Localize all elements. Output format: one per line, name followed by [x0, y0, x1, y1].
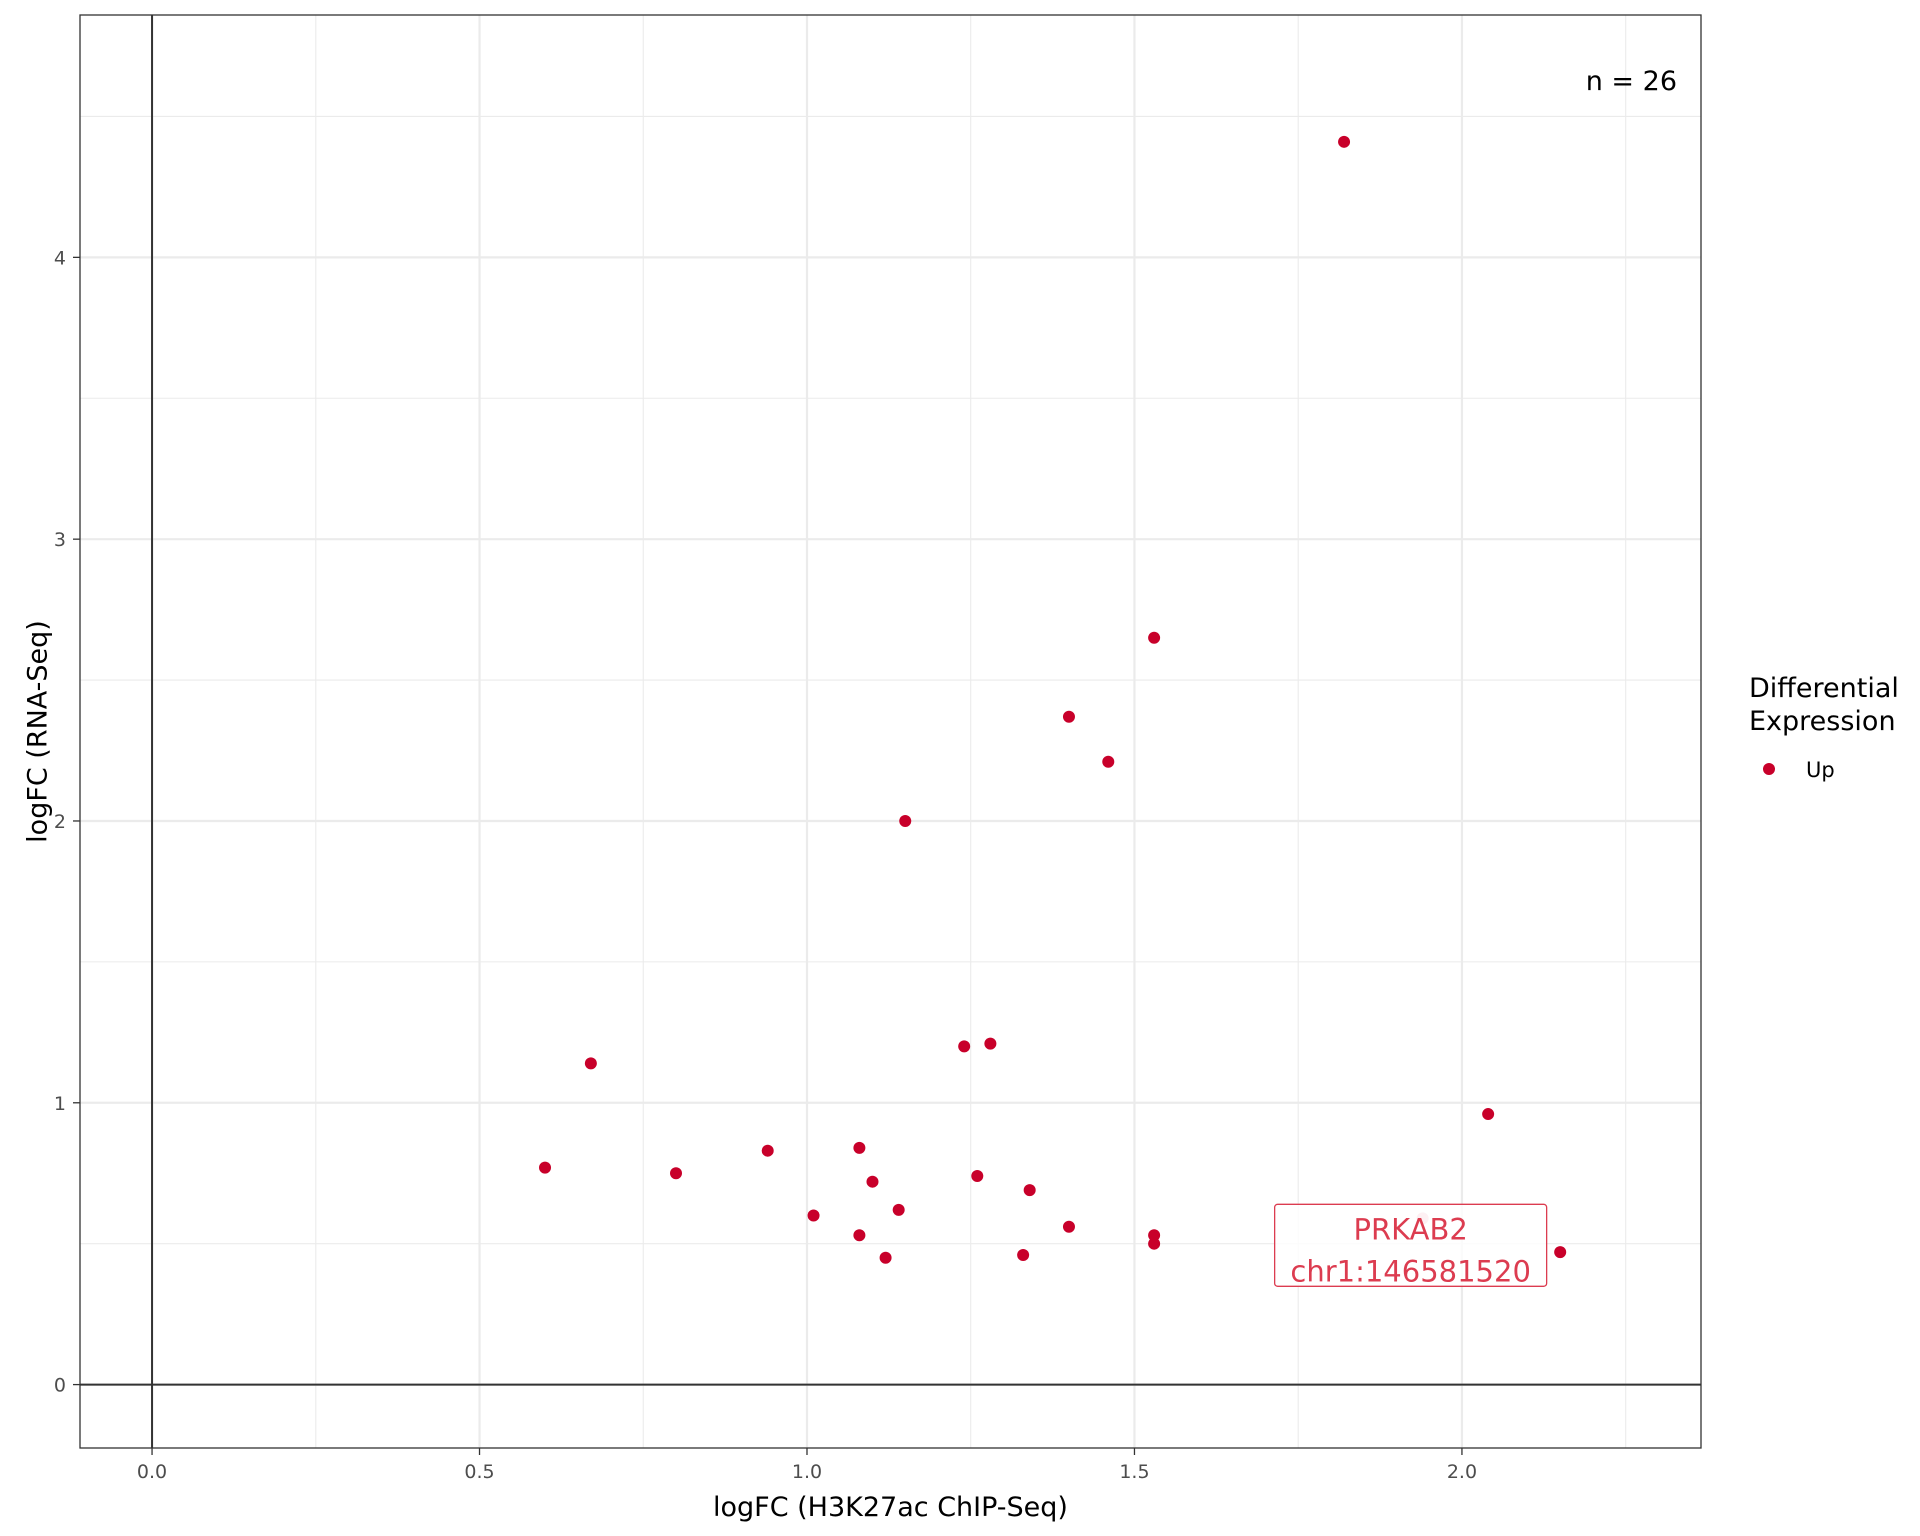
legend-title-line-1: Differential — [1749, 673, 1899, 704]
data-point — [1148, 631, 1161, 644]
sample-count-annotation: n = 26 — [1586, 66, 1677, 97]
x-axis-title: logFC (H3K27ac ChIP-Seq) — [713, 1492, 1068, 1523]
data-point — [971, 1170, 984, 1183]
y-axis: 0 1 2 3 4 — [54, 247, 80, 1397]
y-tick-label: 2 — [54, 811, 66, 833]
data-point — [1148, 1237, 1161, 1250]
data-point — [1062, 710, 1075, 723]
legend-title-line-2: Expression — [1749, 706, 1896, 737]
legend: Differential Expression Up — [1749, 673, 1899, 782]
data-point — [1062, 1220, 1075, 1233]
data-point — [866, 1175, 879, 1188]
data-point — [984, 1037, 997, 1050]
callout-gene-label: PRKAB2 — [1353, 1212, 1467, 1246]
data-point — [539, 1161, 552, 1174]
data-point — [892, 1203, 905, 1216]
data-points — [539, 135, 1567, 1264]
data-point — [1017, 1248, 1030, 1261]
x-tick-label: 2.0 — [1447, 1461, 1477, 1483]
reference-lines — [80, 15, 1701, 1448]
data-point — [853, 1229, 866, 1242]
data-point — [584, 1057, 597, 1070]
data-point — [879, 1251, 892, 1264]
data-point — [899, 814, 912, 827]
data-point — [853, 1141, 866, 1154]
panel-border — [79, 14, 1702, 1449]
y-tick-label: 0 — [54, 1375, 66, 1397]
y-tick-label: 1 — [54, 1093, 66, 1115]
data-point — [1102, 755, 1115, 768]
callout-box — [1273, 1203, 1548, 1287]
legend-key-up — [1763, 763, 1775, 775]
data-point — [761, 1144, 774, 1157]
x-tick-label: 0.0 — [137, 1461, 167, 1483]
data-point — [1554, 1246, 1567, 1259]
x-tick-label: 1.0 — [792, 1461, 822, 1483]
y-tick-label: 3 — [54, 529, 66, 551]
plot-panel: PRKAB2 chr1:146581520 n = 26 — [79, 14, 1702, 1449]
y-axis-title: logFC (RNA-Seq) — [22, 620, 53, 843]
data-point — [1338, 135, 1351, 148]
minor-gridlines — [80, 15, 1701, 1448]
y-tick-label: 4 — [54, 247, 66, 269]
data-point — [958, 1040, 971, 1053]
callout-position-label: chr1:146581520 — [1290, 1254, 1531, 1288]
x-axis: 0.0 0.5 1.0 1.5 2.0 — [137, 1448, 1477, 1483]
data-point — [807, 1209, 820, 1222]
data-point — [1482, 1108, 1495, 1121]
data-point — [1148, 1229, 1161, 1242]
data-point — [670, 1167, 683, 1180]
data-point — [1023, 1184, 1036, 1197]
x-tick-label: 1.5 — [1119, 1461, 1149, 1483]
x-tick-label: 0.5 — [464, 1461, 494, 1483]
legend-label-up: Up — [1806, 758, 1835, 782]
point-callout: PRKAB2 chr1:146581520 — [1273, 1203, 1548, 1288]
